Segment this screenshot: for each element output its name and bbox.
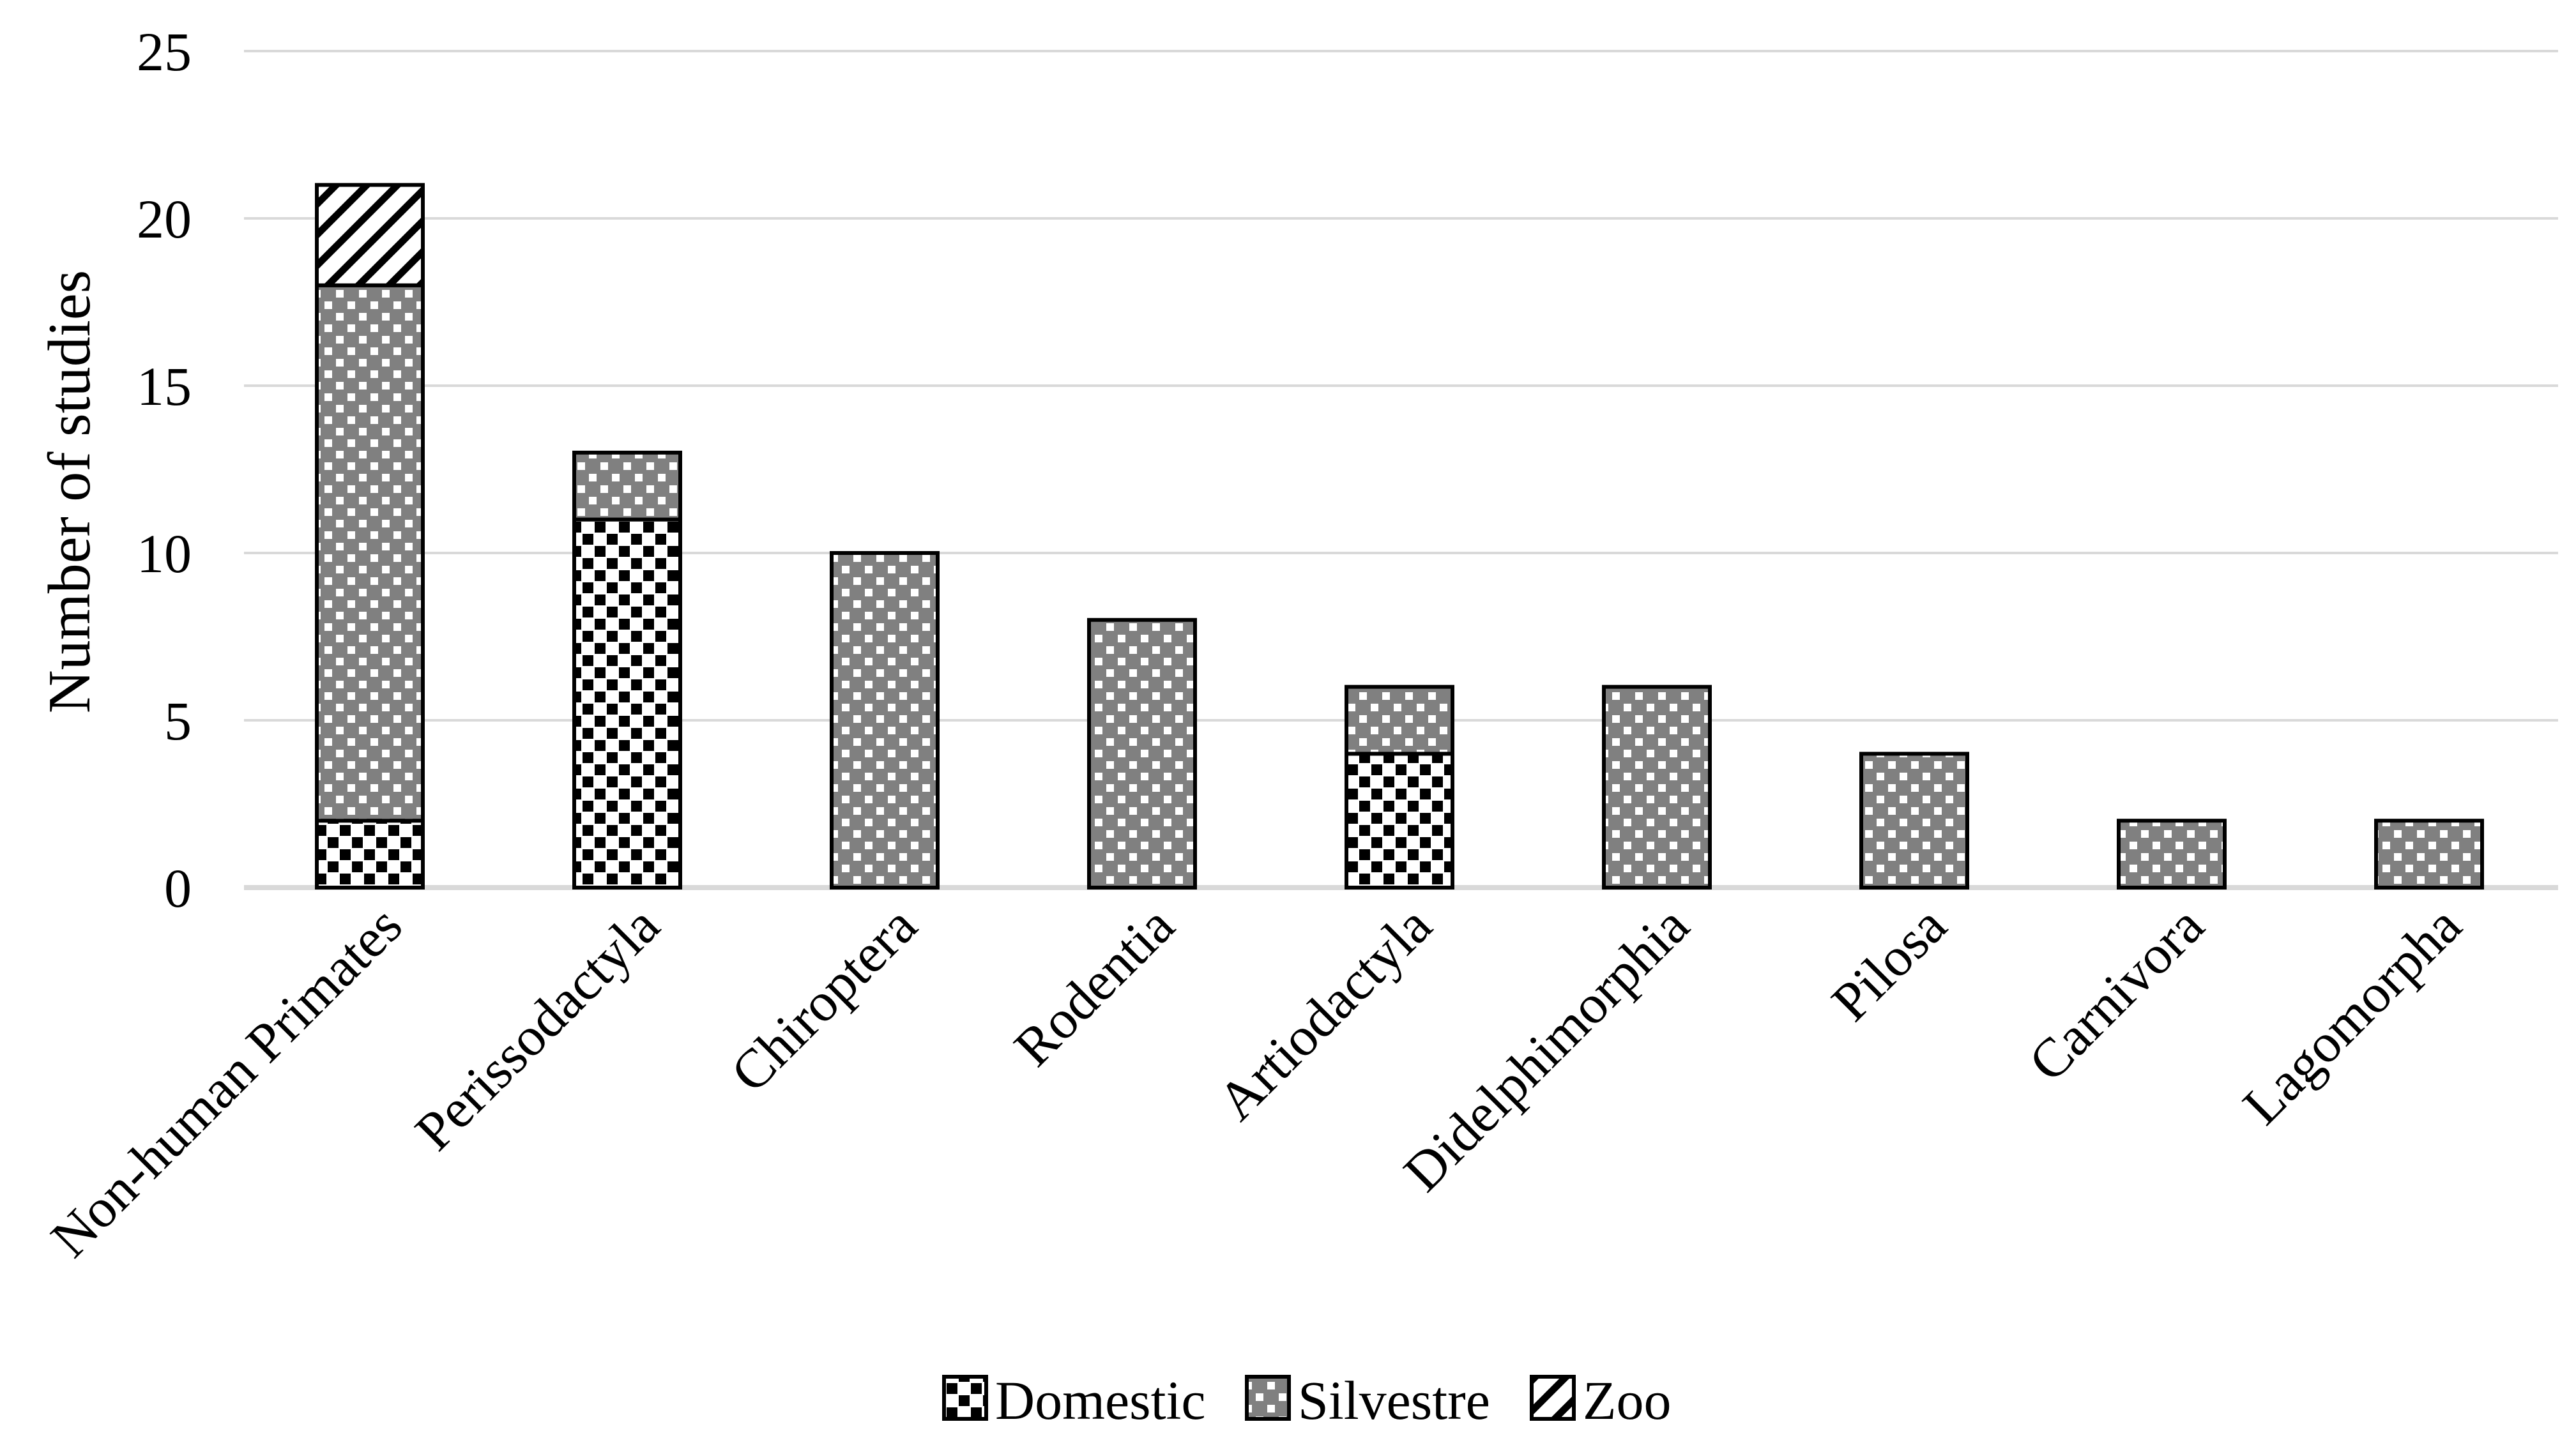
bar-segment-silvestre-8 [2117,819,2227,890]
bar-segment-silvestre-2 [572,450,682,522]
legend-label-silvestre: Silvestre [1298,1370,1490,1431]
y-tick-label-25: 25 [137,21,192,82]
y-tick-label-15: 15 [137,356,192,417]
bar-segment-domestic-2 [572,517,682,890]
bar-segment-domestic-5 [1345,752,1454,890]
legend-swatch-silvestre [1245,1375,1291,1421]
bar-segment-silvestre-3 [830,551,940,890]
legend-swatch-domestic [942,1375,988,1421]
y-tick-label-10: 10 [137,523,192,584]
y-tick-label-5: 5 [164,690,192,752]
bar-segment-silvestre-9 [2374,819,2484,890]
legend-label-domestic: Domestic [995,1370,1206,1431]
bar-segment-silvestre-6 [1602,685,1712,890]
legend-swatch-zoo [1530,1375,1576,1421]
category-label-7: Pilosa [1820,895,1958,1033]
y-tick-label-0: 0 [164,858,192,919]
category-label-8: Carnivora [2016,895,2215,1093]
legend-item-domestic: Domestic [942,1370,1206,1431]
y-tick-label-20: 20 [137,188,192,250]
category-label-3: Chiroptera [719,895,928,1104]
bars [315,183,2484,890]
category-label-1: Non-human Primates [39,895,413,1269]
y-axis-title: Number of studies [36,270,103,713]
bar-segment-silvestre-5 [1345,685,1454,756]
bar-segment-zoo-1 [315,183,425,287]
legend: Domestic Silvestre Zoo [942,1370,1672,1431]
y-axis-tick-labels: 0 5 10 15 20 25 [137,21,192,919]
legend-label-zoo: Zoo [1583,1370,1672,1431]
bar-segment-silvestre-7 [1859,752,1969,890]
legend-item-zoo: Zoo [1530,1370,1672,1431]
category-label-4: Rodentia [1002,895,1185,1078]
bar-segment-domestic-1 [315,819,425,890]
legend-item-silvestre: Silvestre [1245,1370,1490,1431]
category-label-9: Lagomorpha [2231,895,2473,1137]
category-label-2: Perissodactyla [403,895,671,1162]
bar-segment-silvestre-1 [315,283,425,823]
bar-segment-silvestre-4 [1087,617,1197,890]
category-label-5: Artiodactyla [1206,895,1444,1132]
